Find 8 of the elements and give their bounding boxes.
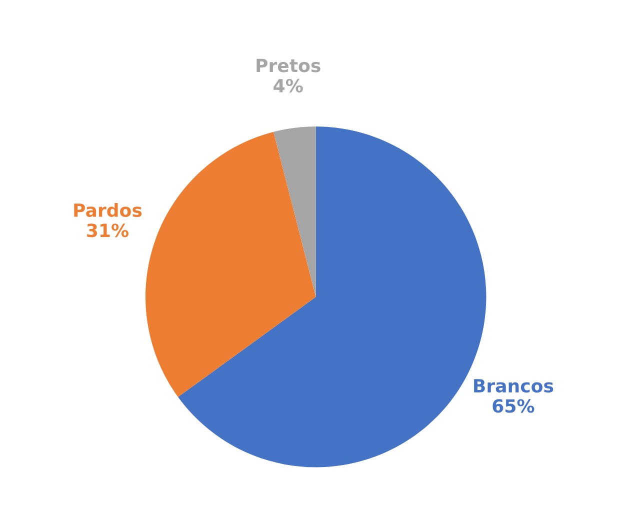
data-label: 31% — [87, 224, 129, 238]
slice-label: Brancos — [474, 379, 554, 393]
pie-slice — [273, 126, 316, 297]
slice-label: Pardos — [74, 203, 142, 218]
data-label: 4% — [274, 78, 303, 93]
slice-label: Pretos — [256, 58, 320, 72]
data-label: 65% — [492, 399, 534, 413]
pie-slice — [146, 132, 316, 398]
